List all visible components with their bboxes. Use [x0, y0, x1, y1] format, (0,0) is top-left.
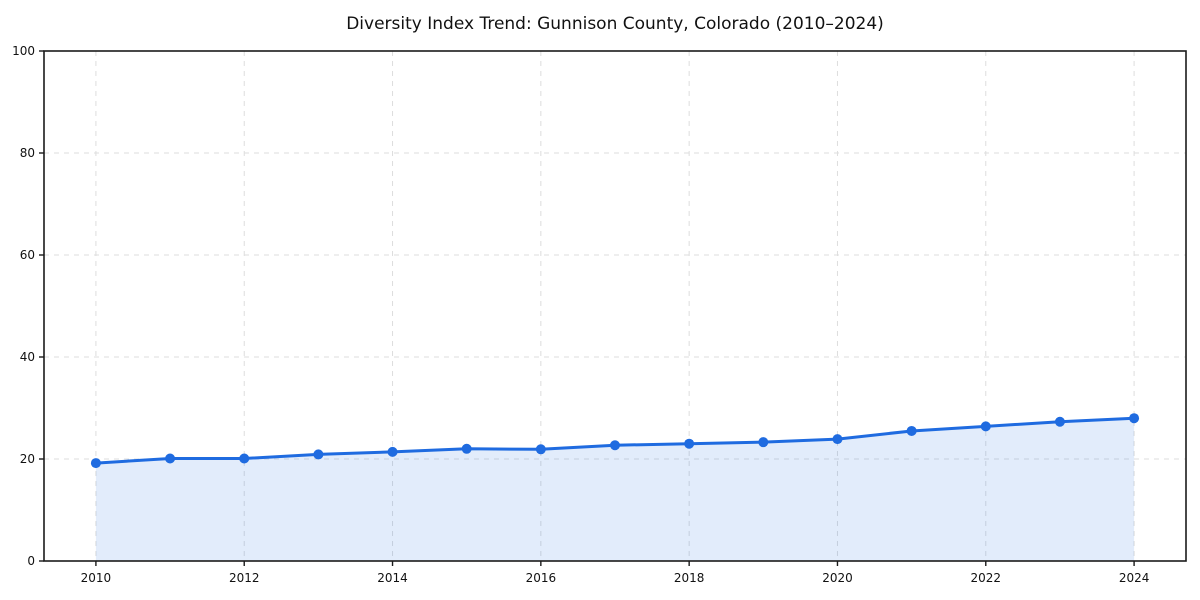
plot-border: [43, 50, 1187, 562]
x-tick-label: 2020: [822, 571, 853, 585]
data-point-marker: [461, 443, 472, 454]
data-point-marker: [832, 434, 843, 445]
y-tick-label: 100: [12, 44, 35, 58]
data-point-marker: [1054, 416, 1065, 427]
data-point-marker: [535, 444, 546, 455]
x-tick-label: 2018: [674, 571, 705, 585]
data-point-marker: [90, 458, 101, 469]
data-point-marker: [980, 421, 991, 432]
data-point-marker: [1129, 413, 1140, 424]
x-tick-label: 2012: [229, 571, 260, 585]
x-tick-label: 2024: [1119, 571, 1150, 585]
data-point-marker: [758, 437, 769, 448]
y-tick-label: 20: [20, 452, 35, 466]
y-tick-label: 60: [20, 248, 35, 262]
data-point-marker: [906, 425, 917, 436]
chart-title: Diversity Index Trend: Gunnison County, …: [346, 14, 884, 34]
data-point-marker: [610, 440, 620, 451]
y-tick-label: 40: [20, 350, 35, 364]
area-fill: [95, 418, 1135, 561]
y-tick-label: 0: [27, 554, 35, 568]
y-tick-label: 80: [20, 146, 35, 160]
data-point-marker: [313, 449, 324, 460]
x-tick-label: 2016: [526, 571, 557, 585]
data-point-marker: [387, 446, 398, 457]
x-tick-label: 2014: [377, 571, 408, 585]
data-point-marker: [165, 453, 176, 464]
data-point-marker: [684, 438, 695, 449]
data-point-marker: [239, 453, 250, 464]
x-tick-label: 2022: [971, 571, 1002, 585]
x-tick-label: 2010: [81, 571, 112, 585]
